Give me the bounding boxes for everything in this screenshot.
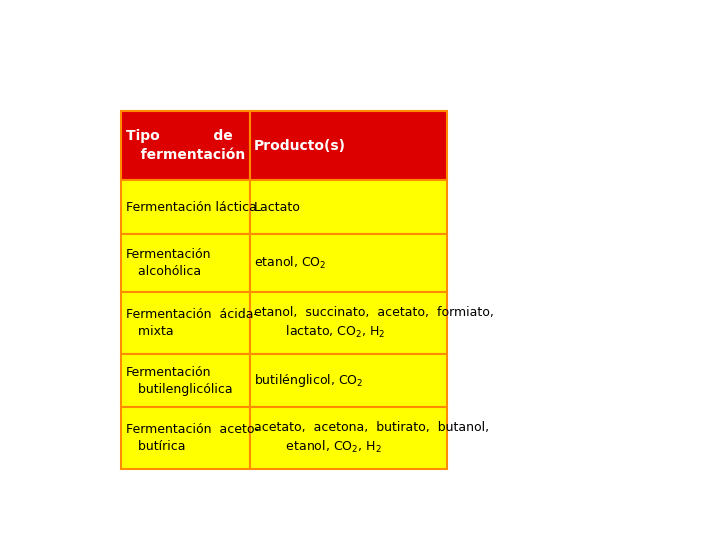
Text: Producto(s): Producto(s) [254, 139, 346, 153]
Text: butilénglicol, CO$_2$: butilénglicol, CO$_2$ [254, 372, 364, 389]
Bar [121, 408, 250, 469]
Bar [250, 111, 446, 180]
Bar [121, 180, 250, 234]
Bar [250, 234, 446, 292]
Bar [250, 354, 446, 408]
Bar [121, 292, 250, 354]
Text: Fermentación
   alcohólica: Fermentación alcohólica [126, 248, 211, 278]
Bar [121, 111, 250, 180]
Text: Lactato: Lactato [254, 201, 301, 214]
Text: Fermentación láctica: Fermentación láctica [126, 201, 256, 214]
Text: etanol,  succinato,  acetato,  formiato,
        lactato, CO$_2$, H$_2$: etanol, succinato, acetato, formiato, la… [254, 306, 494, 340]
Text: etanol, CO$_2$: etanol, CO$_2$ [254, 255, 327, 271]
Text: Fermentación  aceto-
   butírica: Fermentación aceto- butírica [126, 423, 259, 453]
Text: Fermentación
   butilenglicólica: Fermentación butilenglicólica [126, 366, 233, 395]
Bar [121, 234, 250, 292]
Bar [250, 180, 446, 234]
Bar [121, 354, 250, 408]
Bar [250, 292, 446, 354]
Text: Tipo           de
   fermentación: Tipo de fermentación [126, 130, 245, 162]
Text: acetato,  acetona,  butirato,  butanol,
        etanol, CO$_2$, H$_2$: acetato, acetona, butirato, butanol, eta… [254, 421, 490, 455]
Text: Fermentación  ácida-
   mixta: Fermentación ácida- mixta [126, 308, 258, 338]
Bar [250, 408, 446, 469]
